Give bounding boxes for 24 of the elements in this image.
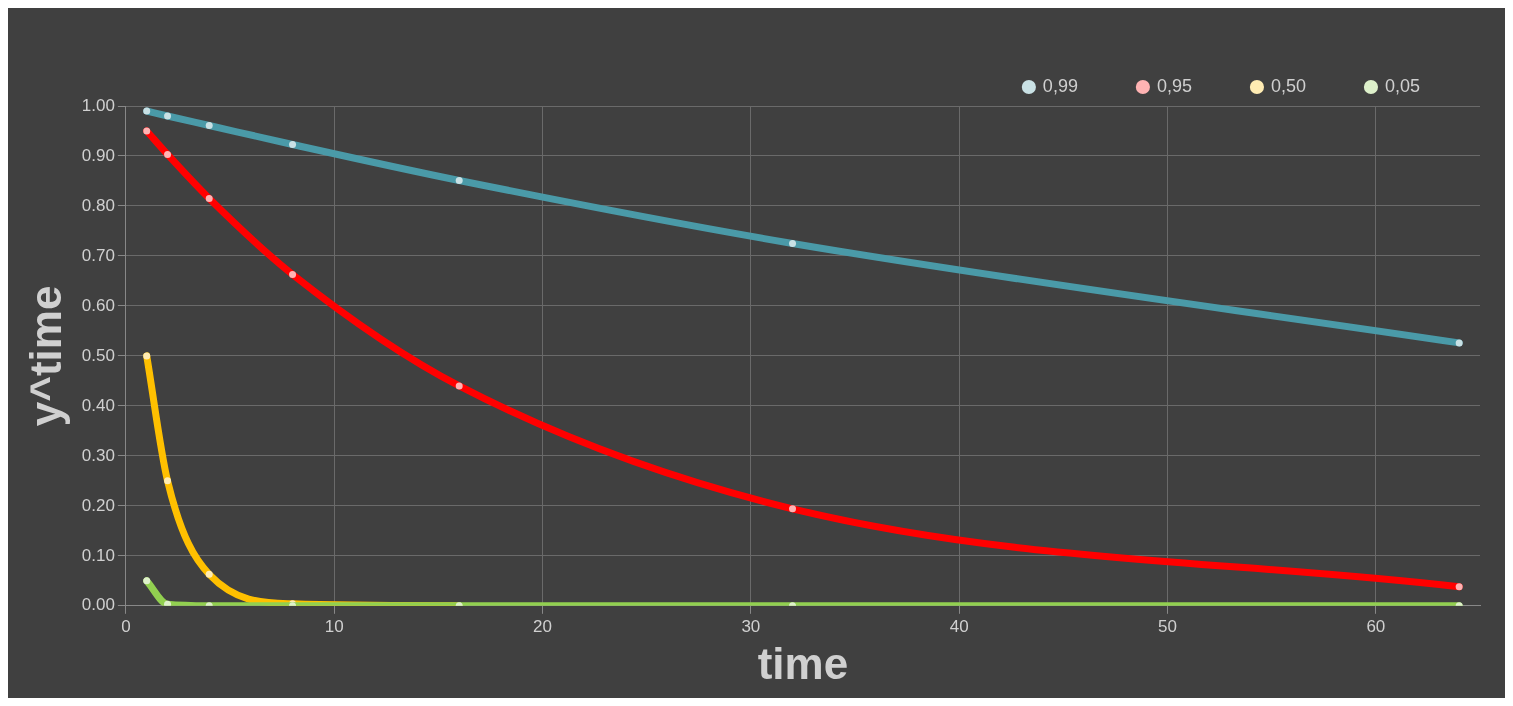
x-tick-label: 30 xyxy=(741,616,761,636)
legend-label: 0,05 xyxy=(1384,75,1421,96)
y-tick-label: 0.00 xyxy=(81,595,115,615)
x-axis-title: time xyxy=(757,638,849,688)
y-tick-label: 0.20 xyxy=(81,495,115,515)
y-tick-label: 0.70 xyxy=(81,245,115,265)
legend-label: 0,50 xyxy=(1270,75,1306,96)
x-tick-label: 20 xyxy=(533,616,552,636)
x-tick-label: 40 xyxy=(949,616,969,636)
x-tick-label: 10 xyxy=(324,616,344,636)
y-axis-title: y^time xyxy=(20,285,70,427)
y-tick-label: 0.10 xyxy=(81,545,115,565)
y-tick-label: 0.80 xyxy=(81,195,115,215)
x-tick-label: 0 xyxy=(121,616,131,636)
legend-label: 0,99 xyxy=(1042,75,1078,96)
y-tick-label: 1.00 xyxy=(81,95,115,115)
y-tick-label: 0.60 xyxy=(81,295,115,315)
y-tick-label: 0.50 xyxy=(81,345,115,365)
x-tick-label: 50 xyxy=(1158,616,1177,636)
legend-label: 0,95 xyxy=(1156,75,1192,96)
y-tick-label: 0.40 xyxy=(81,395,115,415)
y-tick-label: 0.90 xyxy=(81,145,115,165)
x-tick-label: 60 xyxy=(1366,616,1386,636)
y-tick-label: 0.30 xyxy=(81,445,115,465)
